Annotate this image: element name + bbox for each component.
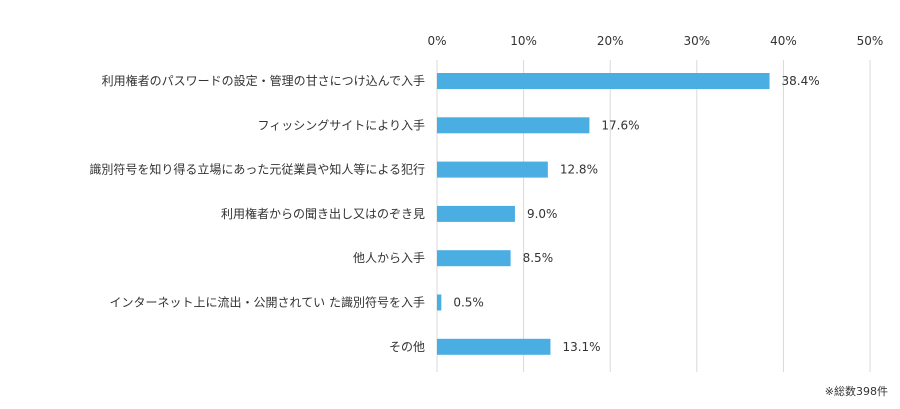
category-label: 利用権者のパスワードの設定・管理の甘さにつけ込んで入手 [102,73,425,88]
value-label: 38.4% [782,74,820,88]
bar [437,250,511,267]
category-label: インターネット上に流出・公開されてい た識別符号を入手 [110,295,425,310]
category-label: 識別符号を知り得る立場にあった元従業員や知人等による犯行 [89,162,425,177]
bar [437,73,770,89]
x-tick-label: 0% [427,34,446,48]
value-label: 12.8% [560,163,598,177]
x-tick-label: 40% [770,34,797,48]
bar [437,161,548,178]
x-tick-label: 10% [510,34,537,48]
total-count-note: ※総数398件 [824,385,888,398]
value-label: 9.0% [527,207,558,221]
x-tick-label: 30% [683,34,710,48]
value-label: 0.5% [453,296,484,310]
value-labels: 38.4% 17.6% 12.8% 9.0% 8.5% 0.5% 13.1% [453,74,819,354]
bar [437,294,442,311]
value-label: 13.1% [562,340,600,354]
value-label: 8.5% [523,251,554,265]
x-tick-label: 50% [857,34,884,48]
category-labels: 利用権者のパスワードの設定・管理の甘さにつけ込んで入手フィッシングサイトにより入… [89,73,425,354]
category-label: その他 [389,340,425,354]
category-label: 他人から入手 [353,251,425,265]
x-tick-labels: 0% 10% 20% 30% 40% 50% [427,34,883,48]
bar [437,338,551,355]
gridlines [436,60,871,372]
category-label: 利用権者からの聞き出し又はのぞき見 [221,206,425,221]
bars [437,73,770,355]
bar [437,205,515,222]
value-label: 17.6% [601,118,639,132]
bar [437,117,590,134]
category-label: フィッシングサイトにより入手 [257,118,425,132]
x-tick-label: 20% [597,34,624,48]
